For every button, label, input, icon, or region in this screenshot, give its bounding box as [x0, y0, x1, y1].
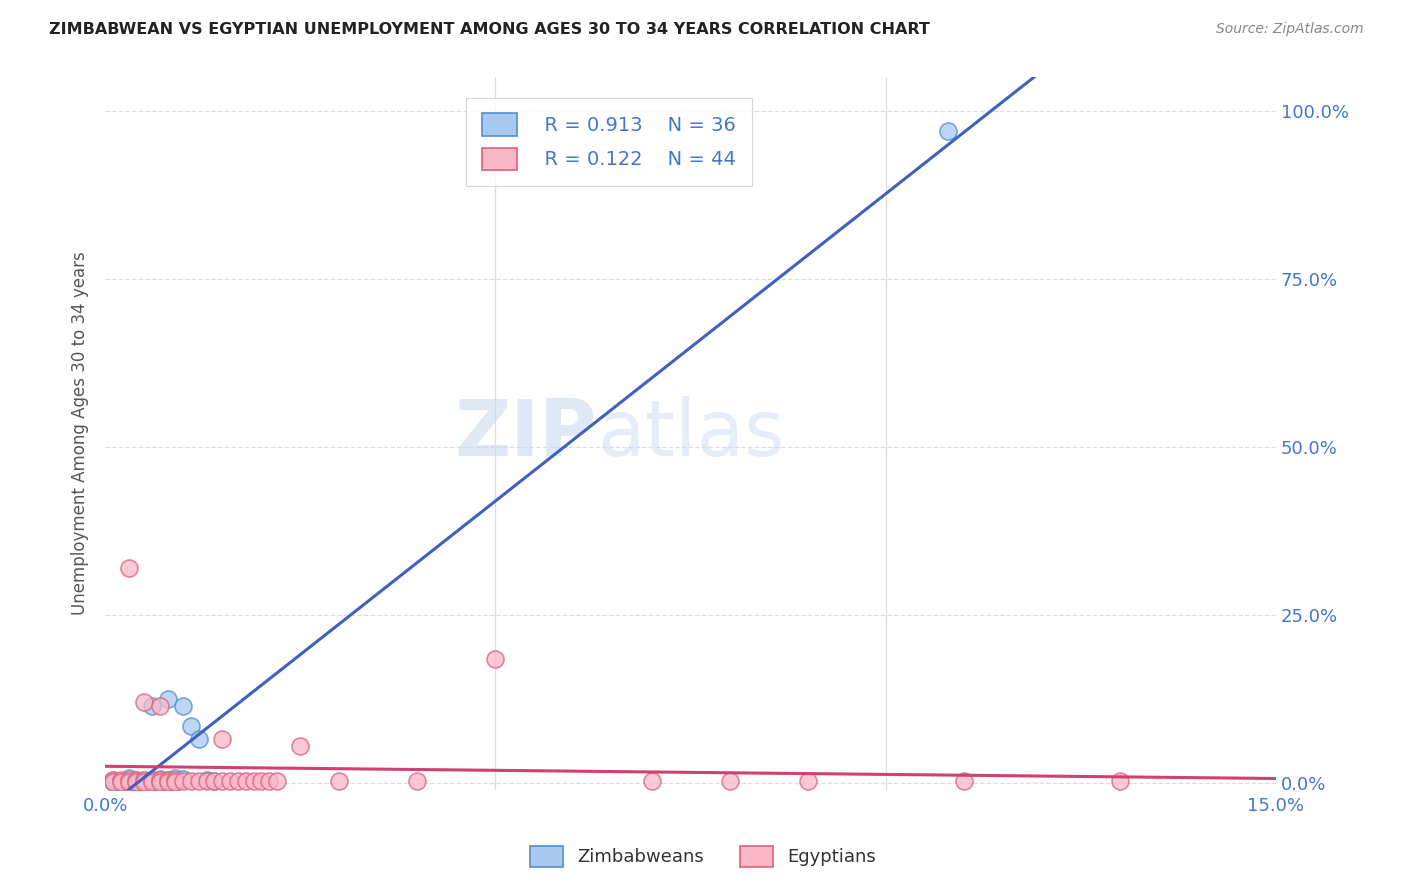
Point	[134, 773, 156, 788]
Point	[1108, 773, 1130, 788]
Point	[149, 698, 172, 713]
Point	[165, 773, 187, 788]
Point	[110, 773, 132, 788]
Point	[226, 773, 249, 788]
Point	[149, 773, 172, 788]
Point	[211, 773, 233, 788]
Point	[156, 772, 179, 787]
Point	[952, 773, 974, 788]
Text: atlas: atlas	[598, 395, 785, 472]
Point	[328, 773, 350, 788]
Point	[117, 561, 139, 575]
Point	[117, 773, 139, 788]
Legend: Zimbabweans, Egyptians: Zimbabweans, Egyptians	[523, 838, 883, 874]
Point	[165, 774, 187, 789]
Point	[134, 775, 156, 789]
Point	[156, 692, 179, 706]
Point	[257, 773, 280, 788]
Point	[134, 773, 156, 788]
Point	[187, 732, 209, 747]
Y-axis label: Unemployment Among Ages 30 to 34 years: Unemployment Among Ages 30 to 34 years	[72, 252, 89, 615]
Point	[110, 773, 132, 788]
Point	[117, 775, 139, 789]
Point	[125, 776, 148, 790]
Point	[484, 651, 506, 665]
Point	[141, 775, 163, 789]
Point	[180, 719, 202, 733]
Point	[172, 772, 194, 786]
Point	[101, 774, 124, 789]
Point	[134, 774, 156, 789]
Point	[125, 774, 148, 789]
Point	[141, 698, 163, 713]
Point	[101, 773, 124, 788]
Point	[125, 773, 148, 788]
Point	[141, 774, 163, 789]
Point	[125, 775, 148, 789]
Text: ZIP: ZIP	[454, 395, 598, 472]
Point	[149, 772, 172, 786]
Point	[290, 739, 312, 753]
Point	[141, 773, 163, 788]
Point	[165, 775, 187, 789]
Point	[141, 773, 163, 788]
Point	[134, 695, 156, 709]
Point	[149, 775, 172, 789]
Point	[204, 773, 226, 788]
Point	[204, 773, 226, 788]
Point	[101, 774, 124, 789]
Point	[640, 773, 662, 788]
Point	[149, 774, 172, 789]
Point	[117, 771, 139, 785]
Text: ZIMBABWEAN VS EGYPTIAN UNEMPLOYMENT AMONG AGES 30 TO 34 YEARS CORRELATION CHART: ZIMBABWEAN VS EGYPTIAN UNEMPLOYMENT AMON…	[49, 22, 931, 37]
Point	[219, 773, 242, 788]
Point	[180, 773, 202, 788]
Point	[172, 773, 194, 788]
Legend:   R = 0.913    N = 36,   R = 0.122    N = 44: R = 0.913 N = 36, R = 0.122 N = 44	[467, 98, 752, 186]
Point	[718, 773, 741, 788]
Point	[211, 732, 233, 747]
Point	[242, 773, 264, 788]
Point	[187, 773, 209, 788]
Point	[134, 776, 156, 790]
Point	[101, 773, 124, 788]
Point	[250, 773, 273, 788]
Point	[141, 776, 163, 790]
Point	[156, 774, 179, 789]
Point	[134, 776, 156, 790]
Point	[134, 774, 156, 789]
Point	[172, 698, 194, 713]
Point	[117, 774, 139, 789]
Point	[117, 776, 139, 790]
Point	[235, 773, 257, 788]
Point	[165, 771, 187, 785]
Point	[195, 773, 218, 788]
Point	[796, 773, 818, 788]
Point	[117, 773, 139, 788]
Point	[936, 124, 959, 138]
Point	[156, 773, 179, 788]
Point	[266, 773, 288, 788]
Point	[125, 773, 148, 788]
Text: Source: ZipAtlas.com: Source: ZipAtlas.com	[1216, 22, 1364, 37]
Point	[195, 773, 218, 788]
Point	[110, 775, 132, 789]
Point	[110, 774, 132, 789]
Point	[110, 776, 132, 790]
Point	[117, 776, 139, 790]
Point	[149, 776, 172, 790]
Point	[406, 773, 429, 788]
